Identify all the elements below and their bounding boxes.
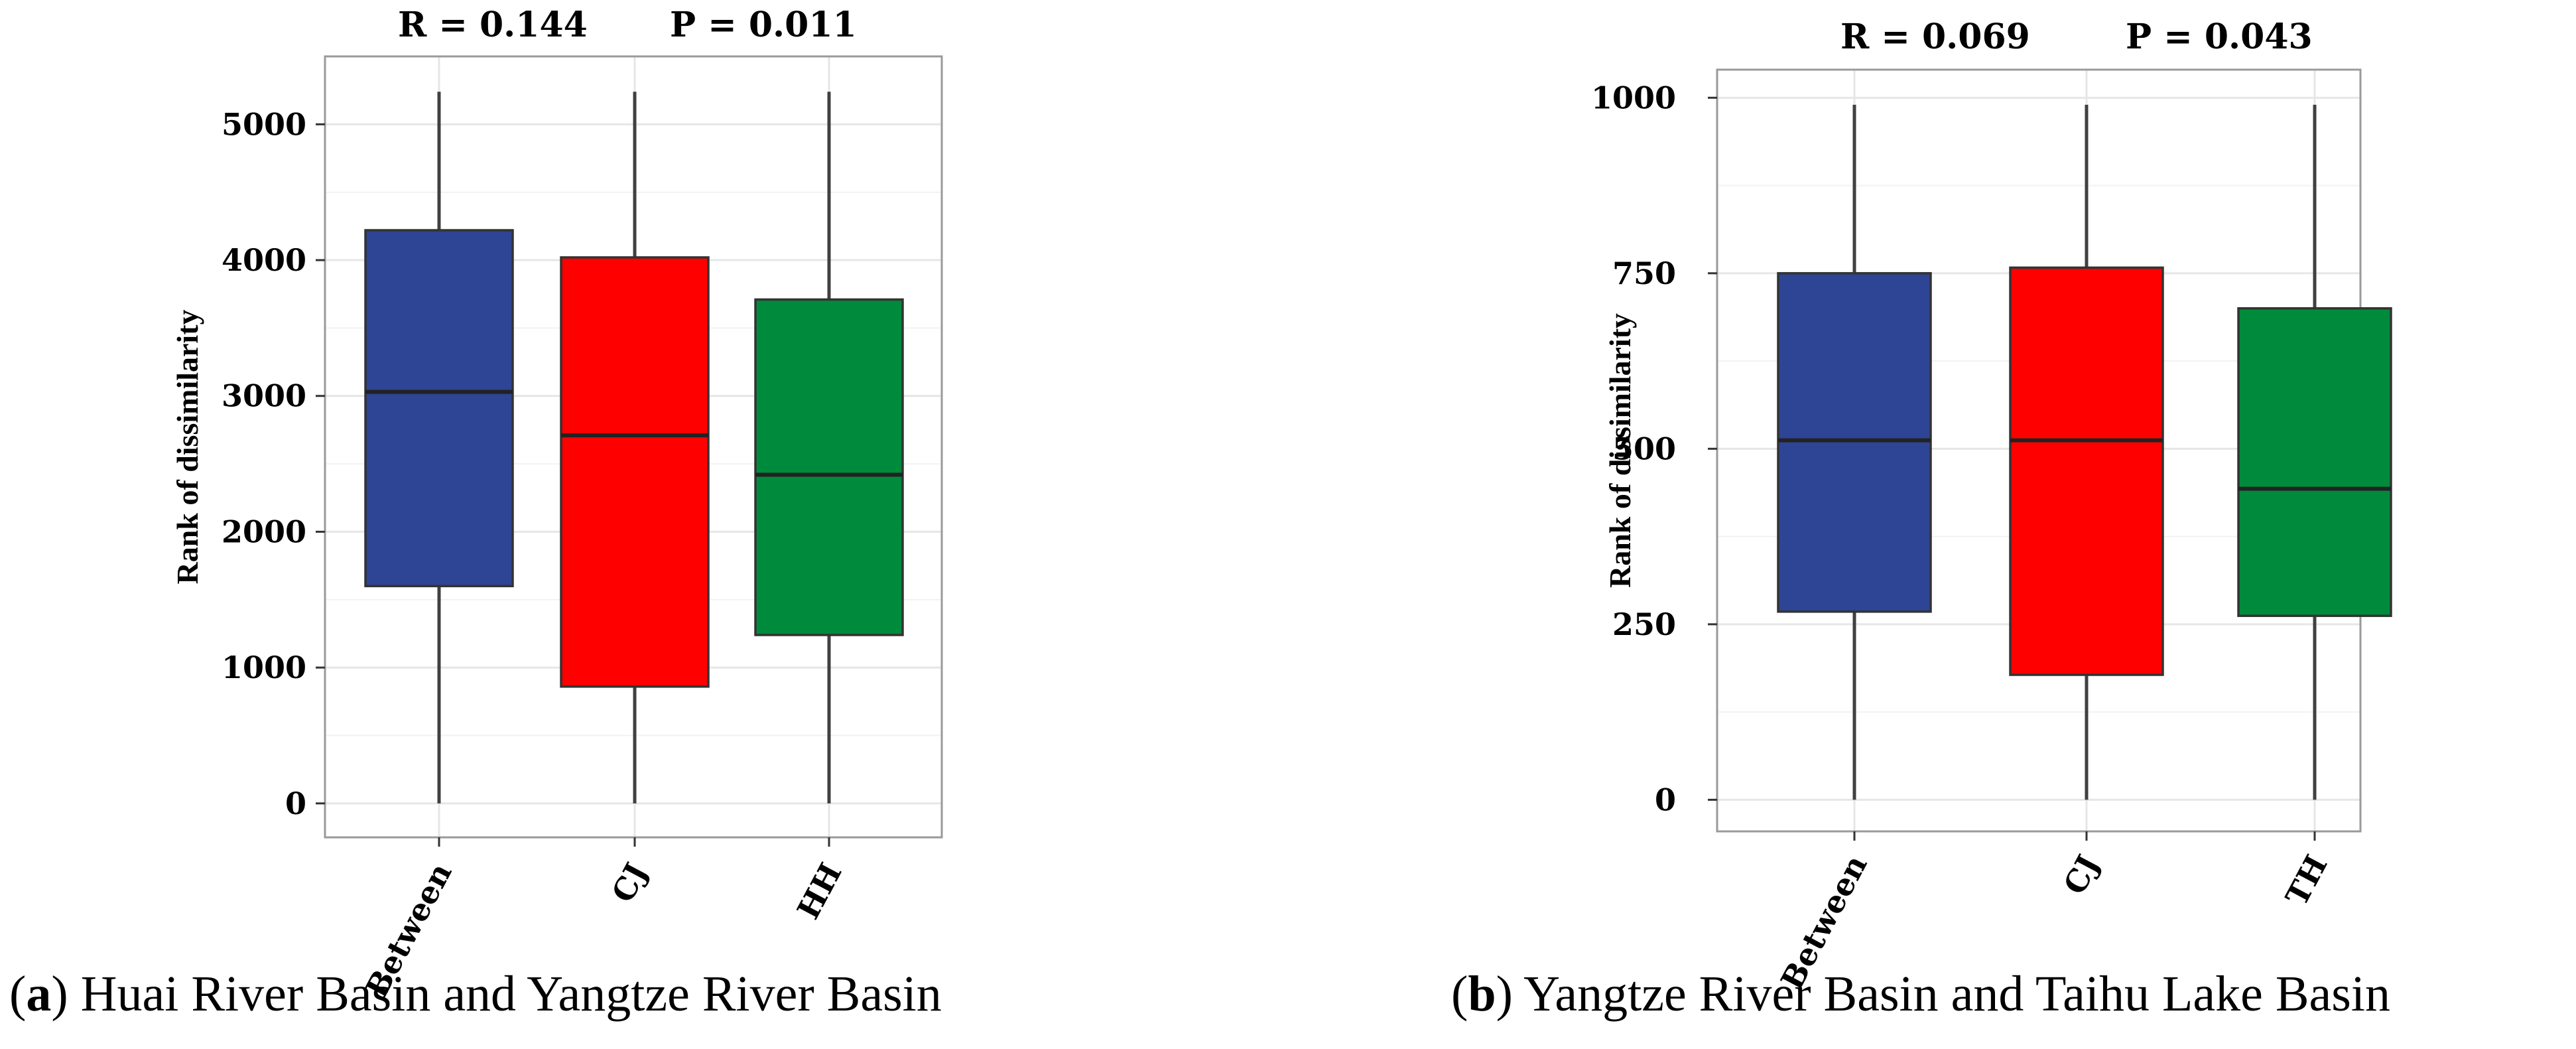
box-cj (560, 92, 710, 804)
box-between (364, 92, 514, 804)
caption-a-text: Huai River Basin and Yangtze River Basin (68, 966, 942, 1022)
box-body (2237, 307, 2392, 617)
r-statistic: R = 0.069 (1840, 17, 2030, 57)
box-hh (754, 92, 904, 804)
x-tick-label: CJ (605, 857, 655, 908)
x-tick-label: CJ (2057, 849, 2106, 900)
y-tick-label: 250 (1612, 606, 1676, 642)
box-between (1777, 104, 1932, 800)
box-th (2237, 104, 2392, 800)
y-tick-label: 0 (285, 786, 306, 821)
y-tick-label: 4000 (222, 242, 306, 278)
y-tick-label: 1000 (222, 650, 306, 685)
y-tick-label: 3000 (222, 378, 306, 414)
caption-b-letter: b (1468, 966, 1496, 1022)
x-tick-label: TH (2279, 849, 2335, 912)
y-tick-label: 2000 (222, 514, 306, 549)
r-statistic: R = 0.144 (398, 5, 588, 45)
plot-border (324, 55, 943, 839)
box-body (364, 229, 514, 588)
box-body (560, 256, 710, 688)
caption-b: (b) Yangtze River Basin and Taihu Lake B… (1451, 966, 2390, 1022)
y-tick-label: 500 (1612, 431, 1676, 466)
p-statistic: P = 0.043 (2126, 17, 2313, 57)
caption-a: (a) Huai River Basin and Yangtze River B… (9, 966, 942, 1022)
x-tick-label: HH (790, 857, 848, 925)
box-cj (2009, 104, 2164, 800)
box-body (754, 298, 904, 636)
caption-a-letter: a (26, 966, 52, 1022)
caption-b-text: Yangtze River Basin and Taihu Lake Basin (1512, 966, 2390, 1022)
y-axis-title: Rank of dissimilarity (170, 309, 204, 584)
y-axis-title: Rank of dissimilarity (1603, 313, 1637, 588)
p-statistic: P = 0.011 (670, 5, 857, 45)
y-tick-label: 5000 (222, 106, 306, 142)
y-tick-label: 0 (1655, 782, 1676, 817)
y-tick-label: 750 (1612, 255, 1676, 291)
box-body (2009, 266, 2164, 676)
box-body (1777, 272, 1932, 613)
y-tick-label: 1000 (1591, 80, 1676, 115)
